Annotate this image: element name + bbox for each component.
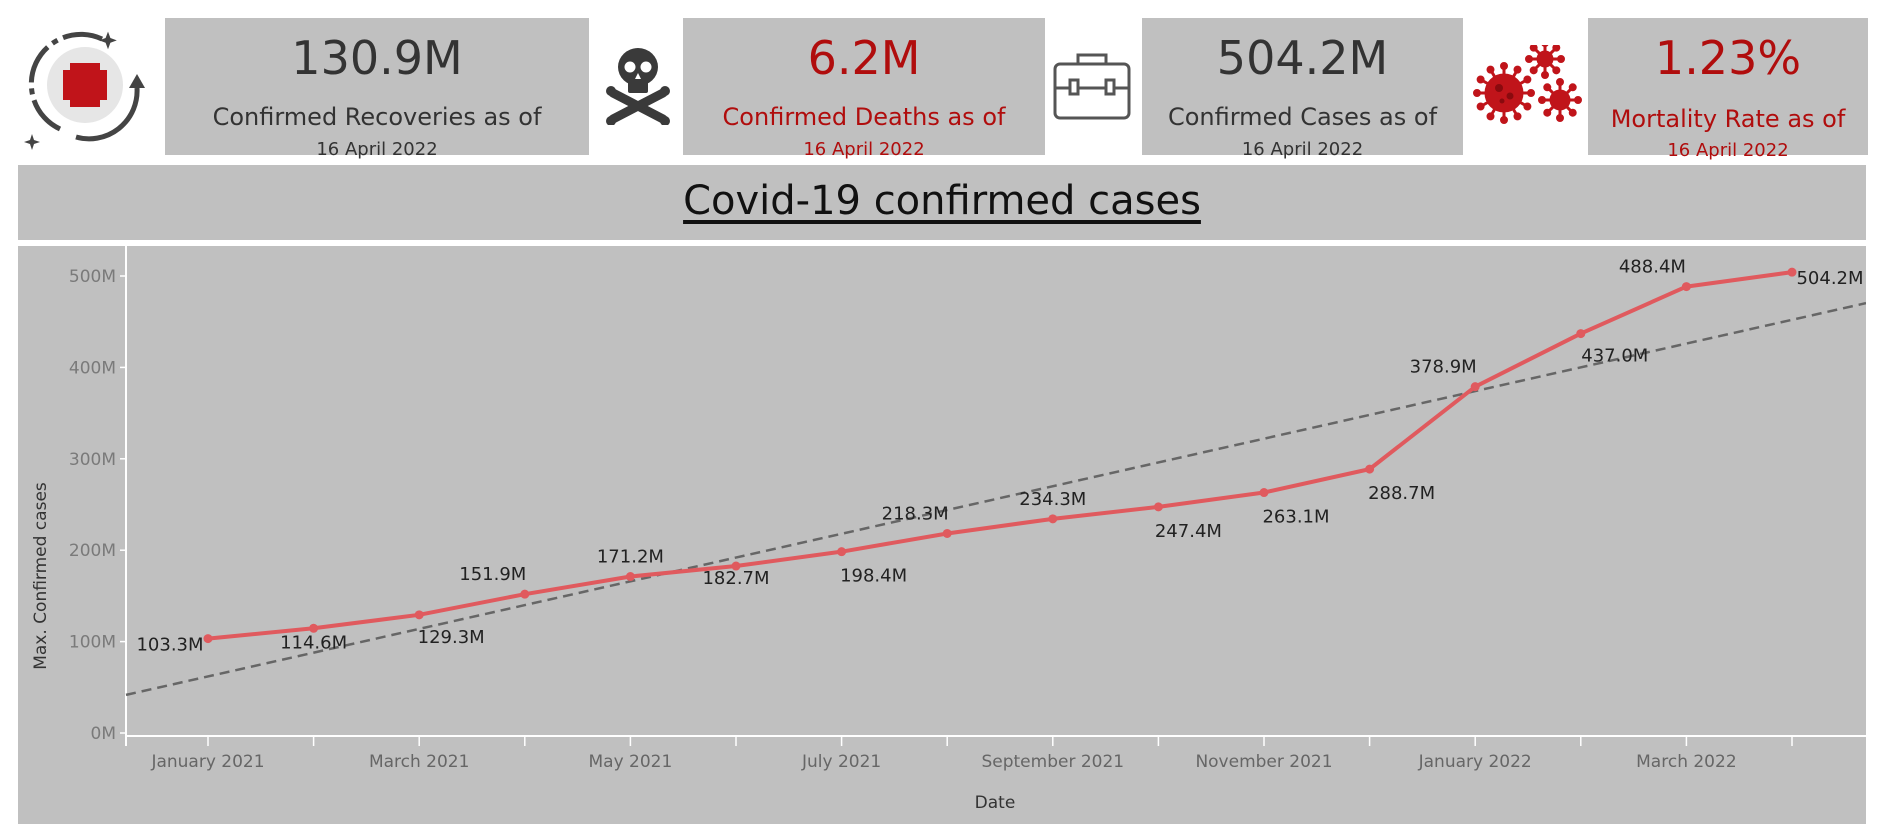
data-point[interactable]	[1470, 382, 1480, 392]
data-point[interactable]	[1365, 464, 1375, 474]
y-tick-label: 300M	[69, 450, 116, 470]
x-tick-label: January 2021	[150, 752, 264, 772]
chart-title-bar: Covid-19 confirmed cases	[18, 165, 1866, 240]
x-tick-label: November 2021	[1195, 752, 1332, 772]
medical-kit-icon	[1052, 50, 1132, 122]
kpi-value: 130.9M	[291, 31, 463, 85]
y-tick-label: 100M	[69, 633, 116, 653]
chart-title: Covid-19 confirmed cases	[683, 178, 1201, 224]
kpi-label: Confirmed Recoveries as of	[212, 103, 542, 131]
kpi-date: 16 April 2022	[803, 139, 925, 160]
data-point[interactable]	[1681, 282, 1691, 292]
kpi-label: Confirmed Cases as of	[1167, 103, 1438, 131]
x-tick-label: May 2021	[588, 752, 672, 772]
kpi-value: 504.2M	[1216, 31, 1389, 85]
kpi-label: Confirmed Deaths as of	[722, 103, 1006, 131]
x-tick-label: January 2022	[1418, 752, 1532, 772]
x-axis-title: Date	[975, 793, 1016, 813]
data-point[interactable]	[942, 528, 952, 538]
data-label: 234.3M	[1019, 489, 1086, 510]
kpi-date: 16 April 2022	[316, 139, 438, 160]
y-tick-label: 200M	[69, 541, 116, 561]
data-point[interactable]	[1048, 514, 1058, 524]
y-tick-label: 0M	[91, 724, 116, 744]
data-label: 263.1M	[1262, 507, 1329, 528]
data-point[interactable]	[837, 547, 847, 557]
data-point[interactable]	[414, 610, 424, 620]
data-label: 378.9M	[1410, 357, 1477, 378]
data-label: 218.3M	[882, 503, 949, 524]
data-point[interactable]	[625, 572, 635, 582]
y-tick-label: 500M	[69, 267, 116, 287]
kpi-label: Mortality Rate as of	[1610, 105, 1846, 133]
trend-line	[125, 301, 1866, 697]
data-point[interactable]	[731, 561, 741, 571]
data-label: 129.3M	[418, 627, 485, 648]
data-label: 151.9M	[459, 564, 526, 585]
data-label: 437.0M	[1581, 346, 1648, 367]
data-point[interactable]	[309, 623, 319, 633]
y-axis-title: Max. Confirmed cases	[31, 482, 51, 670]
data-label: 247.4M	[1155, 521, 1222, 542]
data-point[interactable]	[520, 589, 530, 599]
kpi-date: 16 April 2022	[1667, 140, 1789, 161]
data-point[interactable]	[203, 634, 213, 644]
data-label: 114.6M	[280, 632, 347, 653]
x-tick-label: September 2021	[981, 752, 1124, 772]
x-tick-label: March 2021	[369, 752, 470, 772]
data-label: 171.2M	[597, 547, 664, 568]
data-label: 103.3M	[136, 635, 203, 656]
data-label: 488.4M	[1619, 257, 1686, 278]
line-chart: 0M 100M 200M 300M 400M 500M January 2021 March …	[31, 246, 1866, 813]
data-label: 182.7M	[702, 568, 769, 589]
chart-panel: 0M 100M 200M 300M 400M 500M January 2021 March …	[18, 246, 1866, 824]
data-label: 288.7M	[1368, 483, 1435, 504]
y-tick-label: 400M	[69, 358, 116, 378]
data-point[interactable]	[1153, 502, 1163, 512]
kpi-cases: 504.2M Confirmed Cases as of 16 April 20…	[1142, 18, 1463, 160]
data-point[interactable]	[1259, 488, 1269, 498]
kpi-mortality: 1.23% Mortality Rate as of 16 April 2022	[1588, 18, 1868, 161]
data-point[interactable]	[1787, 267, 1797, 277]
kpi-value: 1.23%	[1654, 31, 1802, 85]
x-tick-label: July 2021	[801, 752, 881, 772]
kpi-date: 16 April 2022	[1241, 139, 1364, 160]
x-tick-label: March 2022	[1636, 752, 1737, 772]
data-label: 198.4M	[840, 566, 907, 587]
skull-crossbones-icon	[603, 45, 673, 126]
kpi-deaths: 6.2M Confirmed Deaths as of 16 April 202…	[683, 18, 1045, 160]
data-point[interactable]	[1576, 329, 1586, 339]
medical-cross-icon	[18, 18, 153, 153]
data-label: 504.2M	[1796, 268, 1863, 289]
series-line	[207, 270, 1793, 641]
kpi-value: 6.2M	[807, 31, 921, 85]
kpi-recoveries: 130.9M Confirmed Recoveries as of 16 Apr…	[165, 18, 589, 160]
virus-icon	[1472, 39, 1582, 129]
